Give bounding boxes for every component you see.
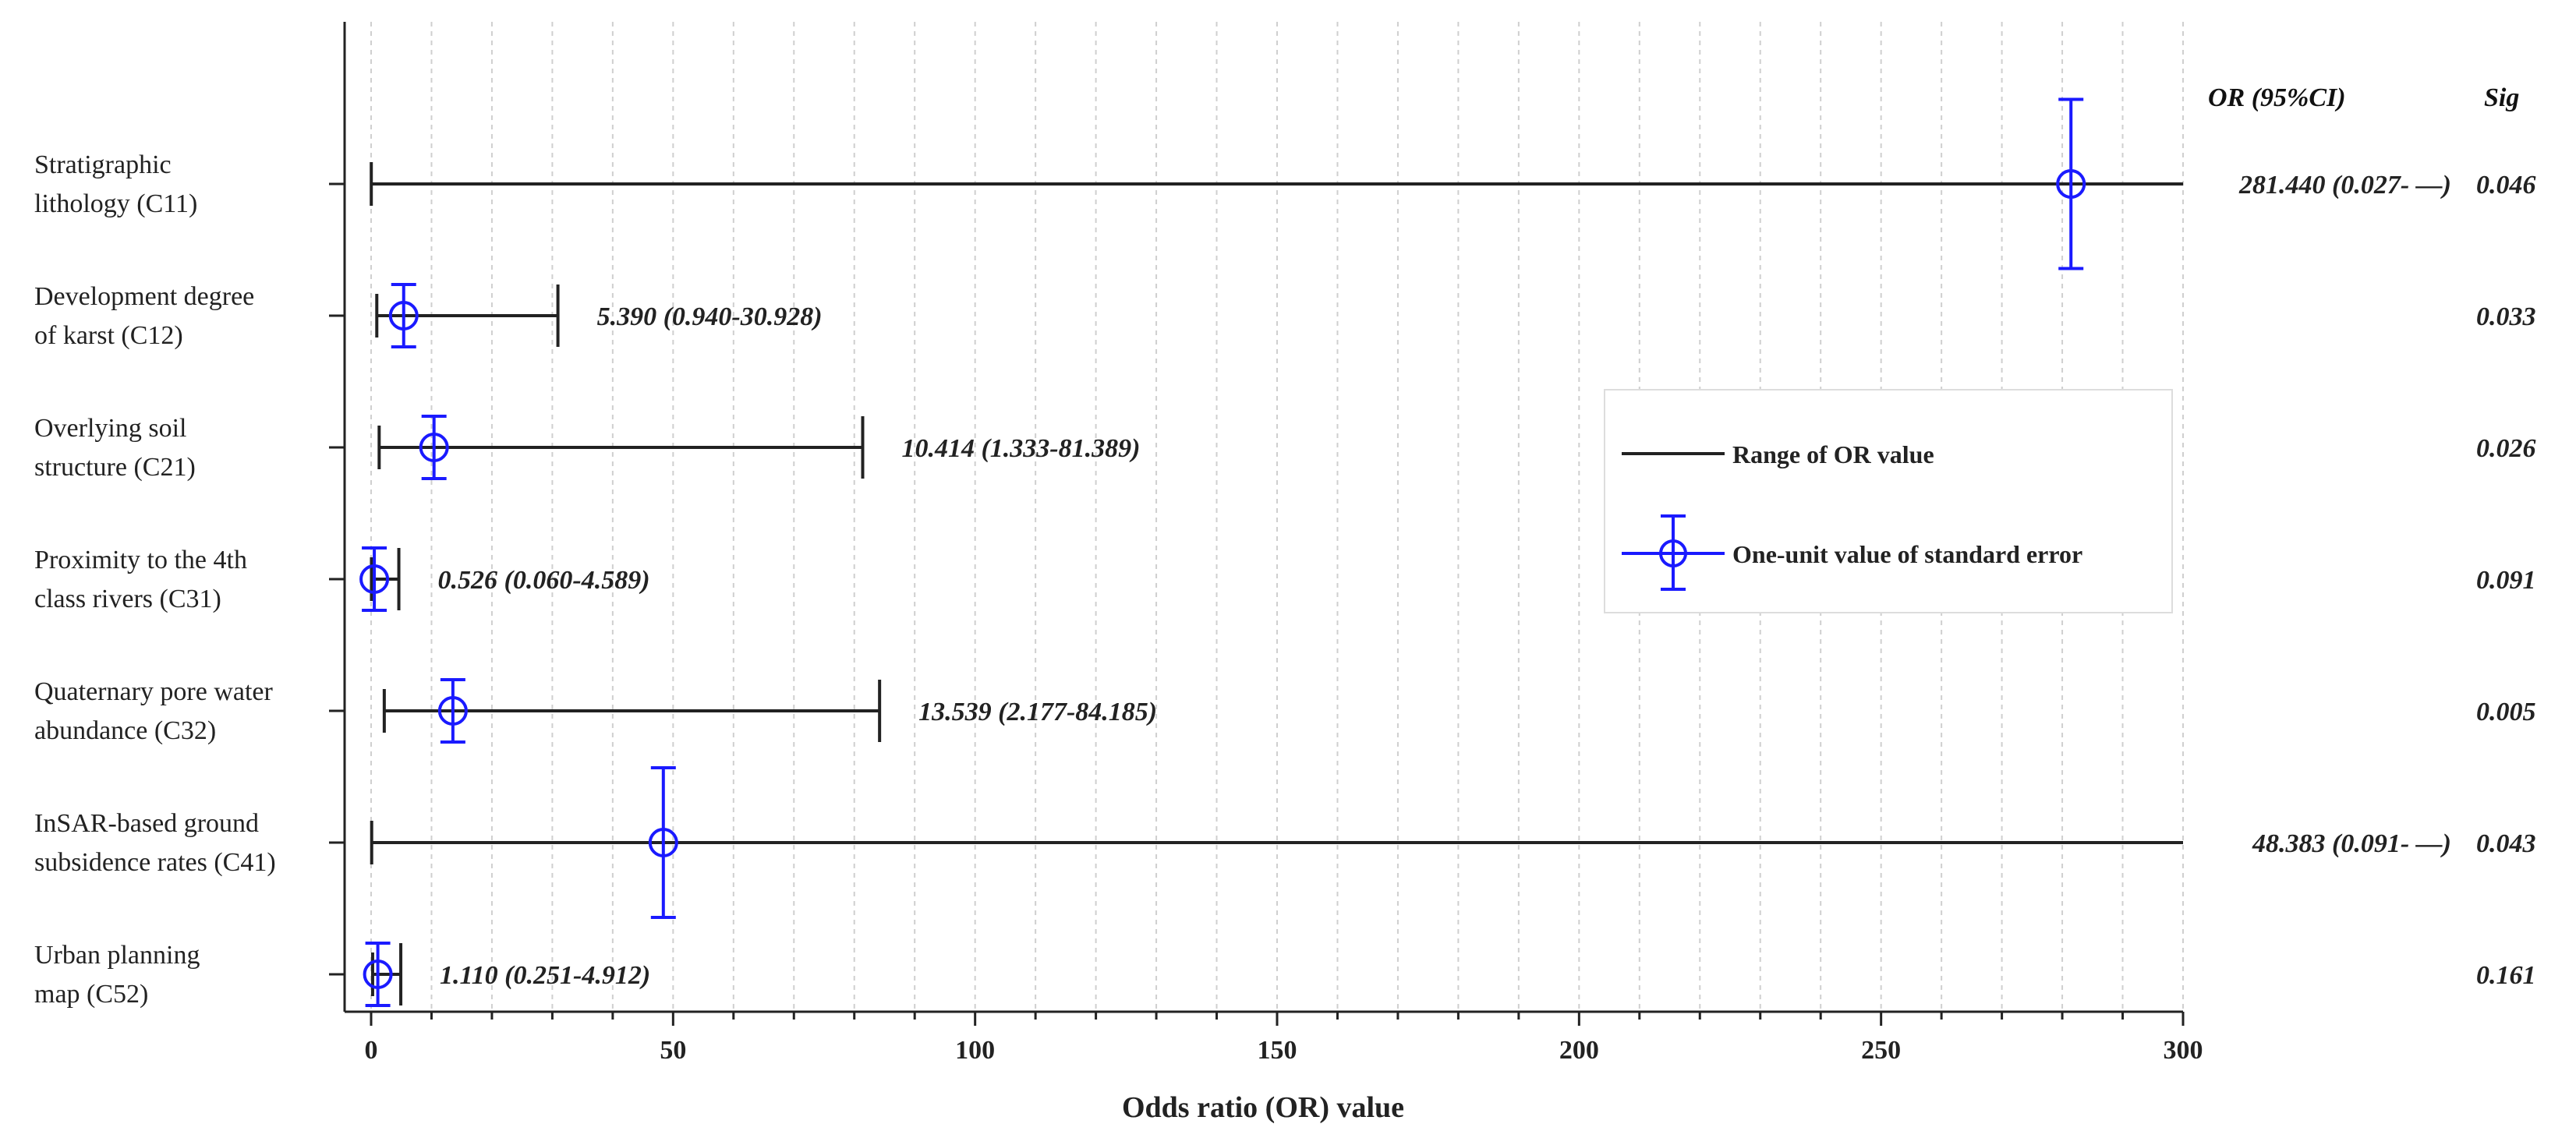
x-tick-label: 0 (365, 1036, 378, 1065)
sig-value: 0.161 (2476, 961, 2536, 990)
forest-row: Urban planning map (C52) 1.110 (0.251-4.91… (34, 941, 2536, 1009)
row-label: Urban planning (34, 941, 200, 970)
forest-row: Stratigraphic lithology (C11) 281.440 (0.0… (34, 97, 2536, 270)
row-label: abundance (C32) (34, 716, 216, 745)
or-ci-label: 13.539 (2.177-84.185) (918, 698, 1157, 726)
or-point (388, 301, 419, 330)
or-point (648, 828, 678, 857)
x-tick-label: 250 (1861, 1036, 1901, 1065)
data-rows: Stratigraphic lithology (C11) 281.440 (0.0… (34, 97, 2536, 1009)
column-headers: OR (95%CI) Sig (2208, 83, 2519, 112)
sig-value: 0.046 (2476, 171, 2536, 200)
sig-value: 0.026 (2476, 434, 2536, 463)
row-label: Development degree (34, 282, 254, 311)
x-tick-label: 200 (1559, 1036, 1599, 1065)
row-label: Proximity to the 4th (34, 546, 247, 574)
or-ci-label: 1.110 (0.251-4.912) (440, 961, 650, 990)
x-tick-label: 150 (1258, 1036, 1297, 1065)
sig-value: 0.005 (2476, 698, 2536, 726)
or-ci-label: 48.383 (0.091- —) (2252, 829, 2451, 858)
row-label: class rivers (C31) (34, 585, 221, 613)
or-point (359, 564, 390, 594)
legend-range-label: Range of OR value (1732, 440, 1934, 468)
legend-se-marker (1622, 514, 1725, 591)
legend: Range of OR value One-unit value of stan… (1604, 389, 2173, 613)
or-point (419, 433, 449, 462)
row-label: Quaternary pore water (34, 677, 274, 706)
legend-se-label: One-unit value of standard error (1732, 540, 2082, 568)
legend-box (1604, 389, 2173, 613)
x-tick-label: 50 (660, 1036, 686, 1065)
row-label: Stratigraphic (34, 150, 172, 179)
forest-row: InSAR-based ground subsidence rates (C41)… (34, 765, 2536, 920)
axes: 0 50 100 150 200 250 300 Odds ratio (OR) value (343, 22, 2203, 1124)
row-label: Overlying soil (34, 414, 186, 443)
or-point (363, 960, 393, 989)
forest-row: Proximity to the 4th class rivers (C31) 0.… (34, 546, 2536, 613)
or-ci-label: 10.414 (1.333-81.389) (901, 434, 1140, 463)
sig-value: 0.043 (2476, 829, 2536, 858)
sig-value: 0.033 (2476, 302, 2536, 331)
or-ci-label: 0.526 (0.060-4.589) (438, 566, 650, 595)
row-label: map (C52) (34, 980, 148, 1009)
row-label: of karst (C12) (34, 321, 183, 350)
row-label: structure (C21) (34, 453, 196, 482)
or-point (2056, 169, 2086, 199)
x-axis-title: Odds ratio (OR) value (1122, 1091, 1404, 1124)
grid-lines (370, 22, 2184, 1012)
x-tick-label: 100 (955, 1036, 995, 1065)
or-point (437, 696, 468, 726)
sig-column-header: Sig (2484, 83, 2519, 112)
forest-row: Quaternary pore water abundance (C32) 13.5… (34, 677, 2536, 745)
x-tick-label: 300 (2164, 1036, 2203, 1065)
sig-value: 0.091 (2476, 566, 2536, 595)
row-label: InSAR-based ground (34, 809, 259, 838)
or-ci-label: 281.440 (0.027- —) (2238, 171, 2451, 200)
or-ci-label: 5.390 (0.940-30.928) (597, 302, 823, 331)
row-label: lithology (C11) (34, 189, 197, 218)
forest-row: Overlying soil structure (C21) 10.414 (1.3… (34, 414, 2536, 482)
or-column-header: OR (95%CI) (2208, 83, 2346, 112)
forest-row: Development degree of karst (C12) 5.390 (0… (34, 282, 2536, 350)
row-label: subsidence rates (C41) (34, 848, 276, 877)
